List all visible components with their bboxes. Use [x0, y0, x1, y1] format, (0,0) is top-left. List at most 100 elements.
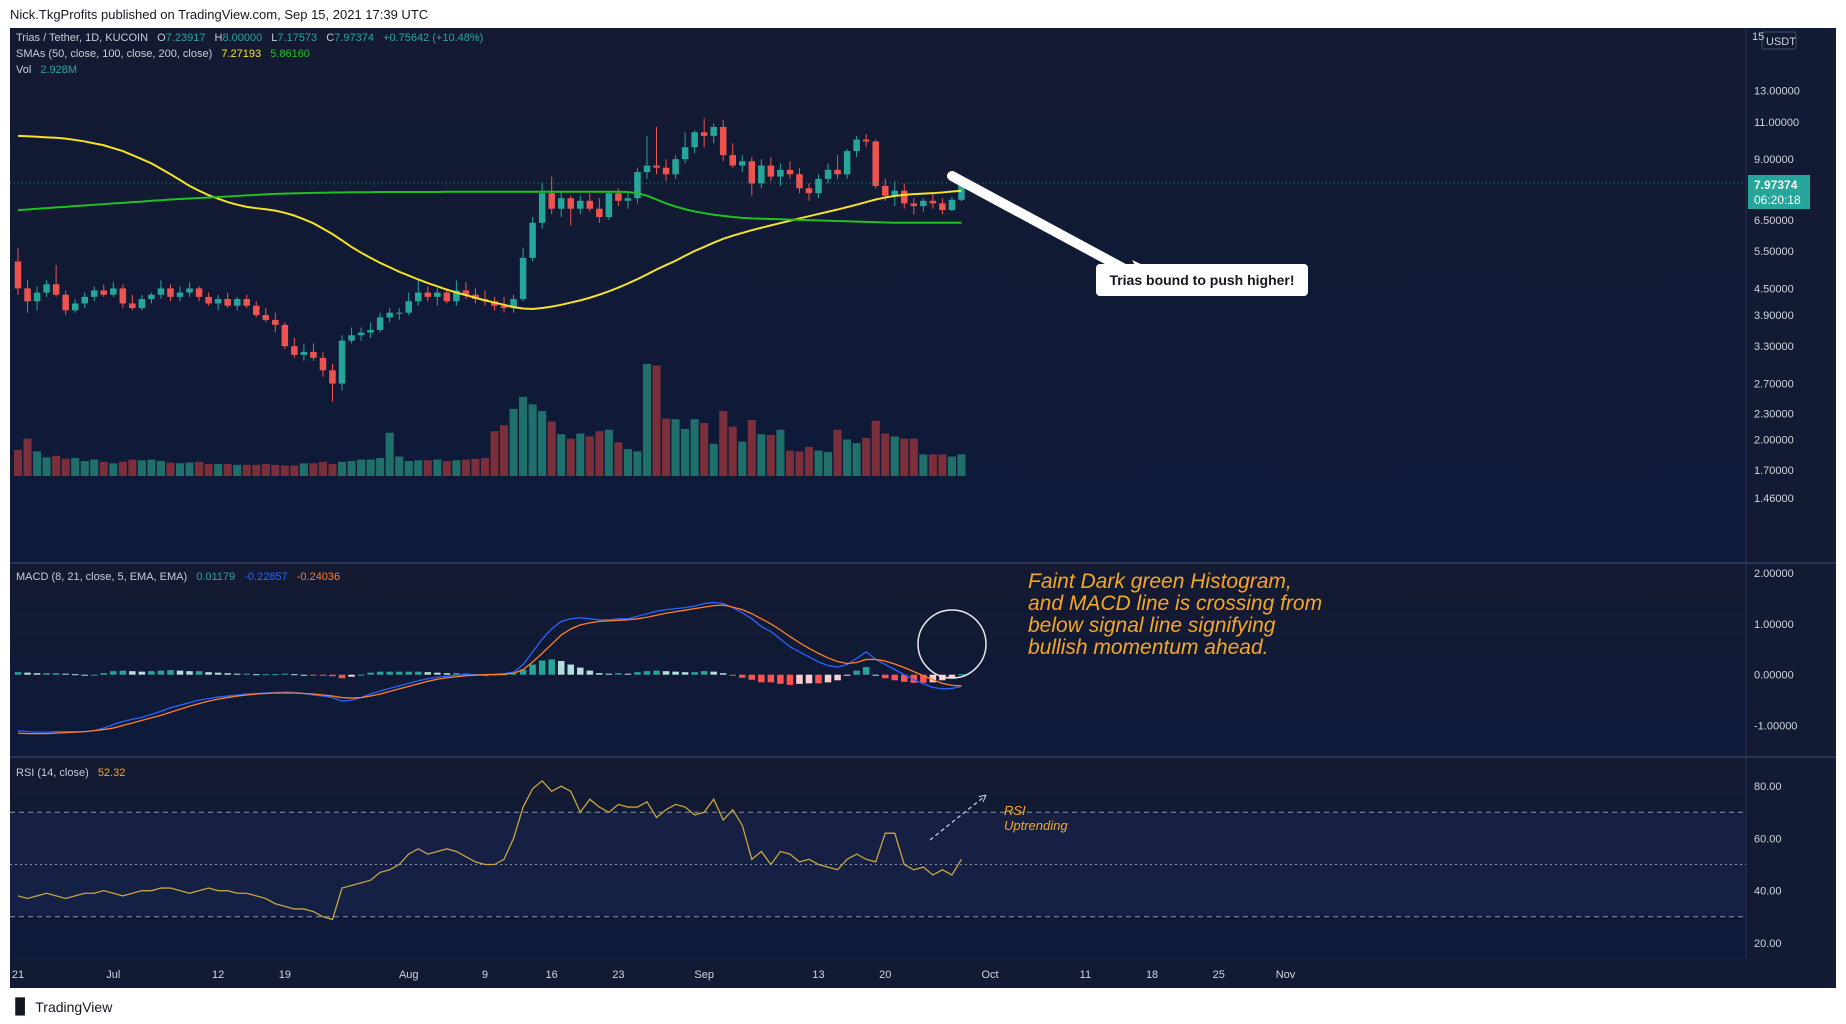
volume-bar [395, 456, 404, 476]
svg-text:and MACD line is crossing from: and MACD line is crossing from [1028, 592, 1322, 615]
rsi-trend-arrow [929, 796, 985, 841]
price-tick-label: 2.30000 [1754, 408, 1794, 420]
candle-body [739, 161, 746, 166]
candle-body [881, 185, 889, 196]
macd-histogram-bar [853, 670, 860, 675]
macd-histogram-bar [281, 673, 289, 675]
time-axis[interactable] [10, 958, 1836, 988]
time-axis-label: Sep [694, 969, 714, 981]
macd-histogram-bar [300, 674, 308, 676]
brand-name[interactable]: TradingView [35, 998, 113, 1015]
candle-body [500, 305, 508, 309]
volume-bar [871, 420, 880, 476]
macd-histogram-bar [33, 673, 41, 675]
sma-200-line [17, 190, 962, 224]
volume-bar [661, 418, 671, 476]
candle-body [119, 288, 127, 304]
sma-50-line [17, 134, 962, 310]
candle-body [920, 200, 927, 207]
volume-bar [519, 396, 528, 476]
macd-histogram-bar [443, 673, 451, 675]
volume-bar [843, 439, 852, 476]
macd-tick-label: 1.00000 [1754, 619, 1794, 631]
volume-bar [204, 464, 213, 476]
macd-histogram-bar [805, 674, 813, 684]
rsi-tick-label: 80.00 [1754, 781, 1782, 793]
volume-bar [528, 404, 537, 476]
volume-bar [719, 411, 728, 476]
volume-bar [433, 459, 442, 476]
candle-body [434, 292, 441, 297]
trading-chart[interactable]: 13.00000 11.00000 9.00000 6.50000 5.50000 4.5… [10, 28, 1836, 988]
svg-text:Trias / Tether, 1D, KUCOIN: Trias / Tether, 1D, KUCOIN O7.23917 H8.0… [16, 32, 483, 44]
macd-histogram-bar [843, 674, 851, 676]
candle-body [815, 178, 822, 194]
volume-bar [538, 411, 547, 476]
macd-histogram-bar [862, 667, 870, 675]
macd-histogram-bar [634, 672, 641, 675]
candle-body [719, 126, 727, 156]
time-axis-label: 25 [1213, 969, 1225, 981]
macd-histogram-bar [195, 671, 203, 675]
candle-body [862, 139, 870, 142]
macd-histogram-bar [186, 671, 193, 675]
currency-label: USDT [1766, 36, 1796, 48]
candle-body [90, 290, 98, 297]
macd-histogram-bar [291, 674, 298, 676]
candle-body [138, 299, 146, 309]
candle-body [300, 351, 308, 355]
rsi-tick-label: 20.00 [1754, 938, 1782, 950]
macd-histogram-bar [367, 672, 374, 675]
volume-bar [452, 460, 461, 476]
macd-histogram-bar [310, 674, 317, 676]
macd-histogram-bar [567, 664, 574, 675]
volume-bar [309, 463, 318, 476]
candle-body [510, 299, 517, 309]
macd-histogram-bar [434, 672, 441, 675]
volume-bar [423, 460, 432, 476]
macd-plot [14, 601, 965, 735]
macd-histogram-bar [52, 673, 60, 675]
macd-histogram-bar [110, 671, 117, 675]
candle-body [33, 292, 41, 302]
macd-histogram-bar [939, 674, 946, 681]
candle-body [386, 312, 393, 318]
candle-body [596, 208, 603, 218]
volume-bar [147, 459, 156, 476]
volume-bar [271, 464, 280, 476]
candle-body [767, 165, 775, 177]
macd-histogram-bar [157, 670, 165, 675]
candle-body [405, 301, 412, 313]
volume-bar [71, 458, 80, 476]
macd-histogram-bar [43, 673, 50, 675]
macd-histogram-bar [81, 674, 88, 676]
legend-symbol: Trias / Tether, 1D, KUCOIN [16, 32, 148, 44]
currency-badge[interactable] [1761, 31, 1797, 50]
rsi-legend: RSI (14, close) 52.32 [16, 767, 125, 779]
macd-histogram-bar [672, 671, 679, 675]
macd-histogram-bar [872, 674, 879, 676]
svg-text:Uptrending: Uptrending [1004, 818, 1068, 833]
candle-body [52, 284, 60, 295]
callout-box[interactable] [1096, 264, 1308, 296]
macd-histogram-bar [233, 673, 241, 675]
volume-bar [595, 431, 604, 476]
macd-histogram-bar [529, 664, 536, 675]
candle-body [176, 292, 184, 297]
legend-vol-label: Vol [16, 64, 31, 76]
candle-body [672, 159, 679, 175]
price-pane[interactable] [10, 28, 1746, 562]
volume-bar [614, 442, 623, 476]
volume-bar [414, 460, 423, 476]
price-axis-ticks: 13.00000 11.00000 9.00000 6.50000 5.50000 4.5… [1754, 86, 1800, 506]
candle-body [872, 141, 879, 186]
candle-body [148, 294, 155, 300]
candle-body [395, 312, 403, 314]
volume-bar [795, 451, 804, 476]
volume-bar [642, 364, 652, 476]
time-axis-label: 19 [279, 969, 291, 981]
tradingview-logo-icon[interactable]: ▐▌ [10, 998, 30, 1015]
volume-bar [585, 436, 594, 476]
volume-bars [13, 364, 966, 476]
volume-bar [223, 464, 232, 476]
